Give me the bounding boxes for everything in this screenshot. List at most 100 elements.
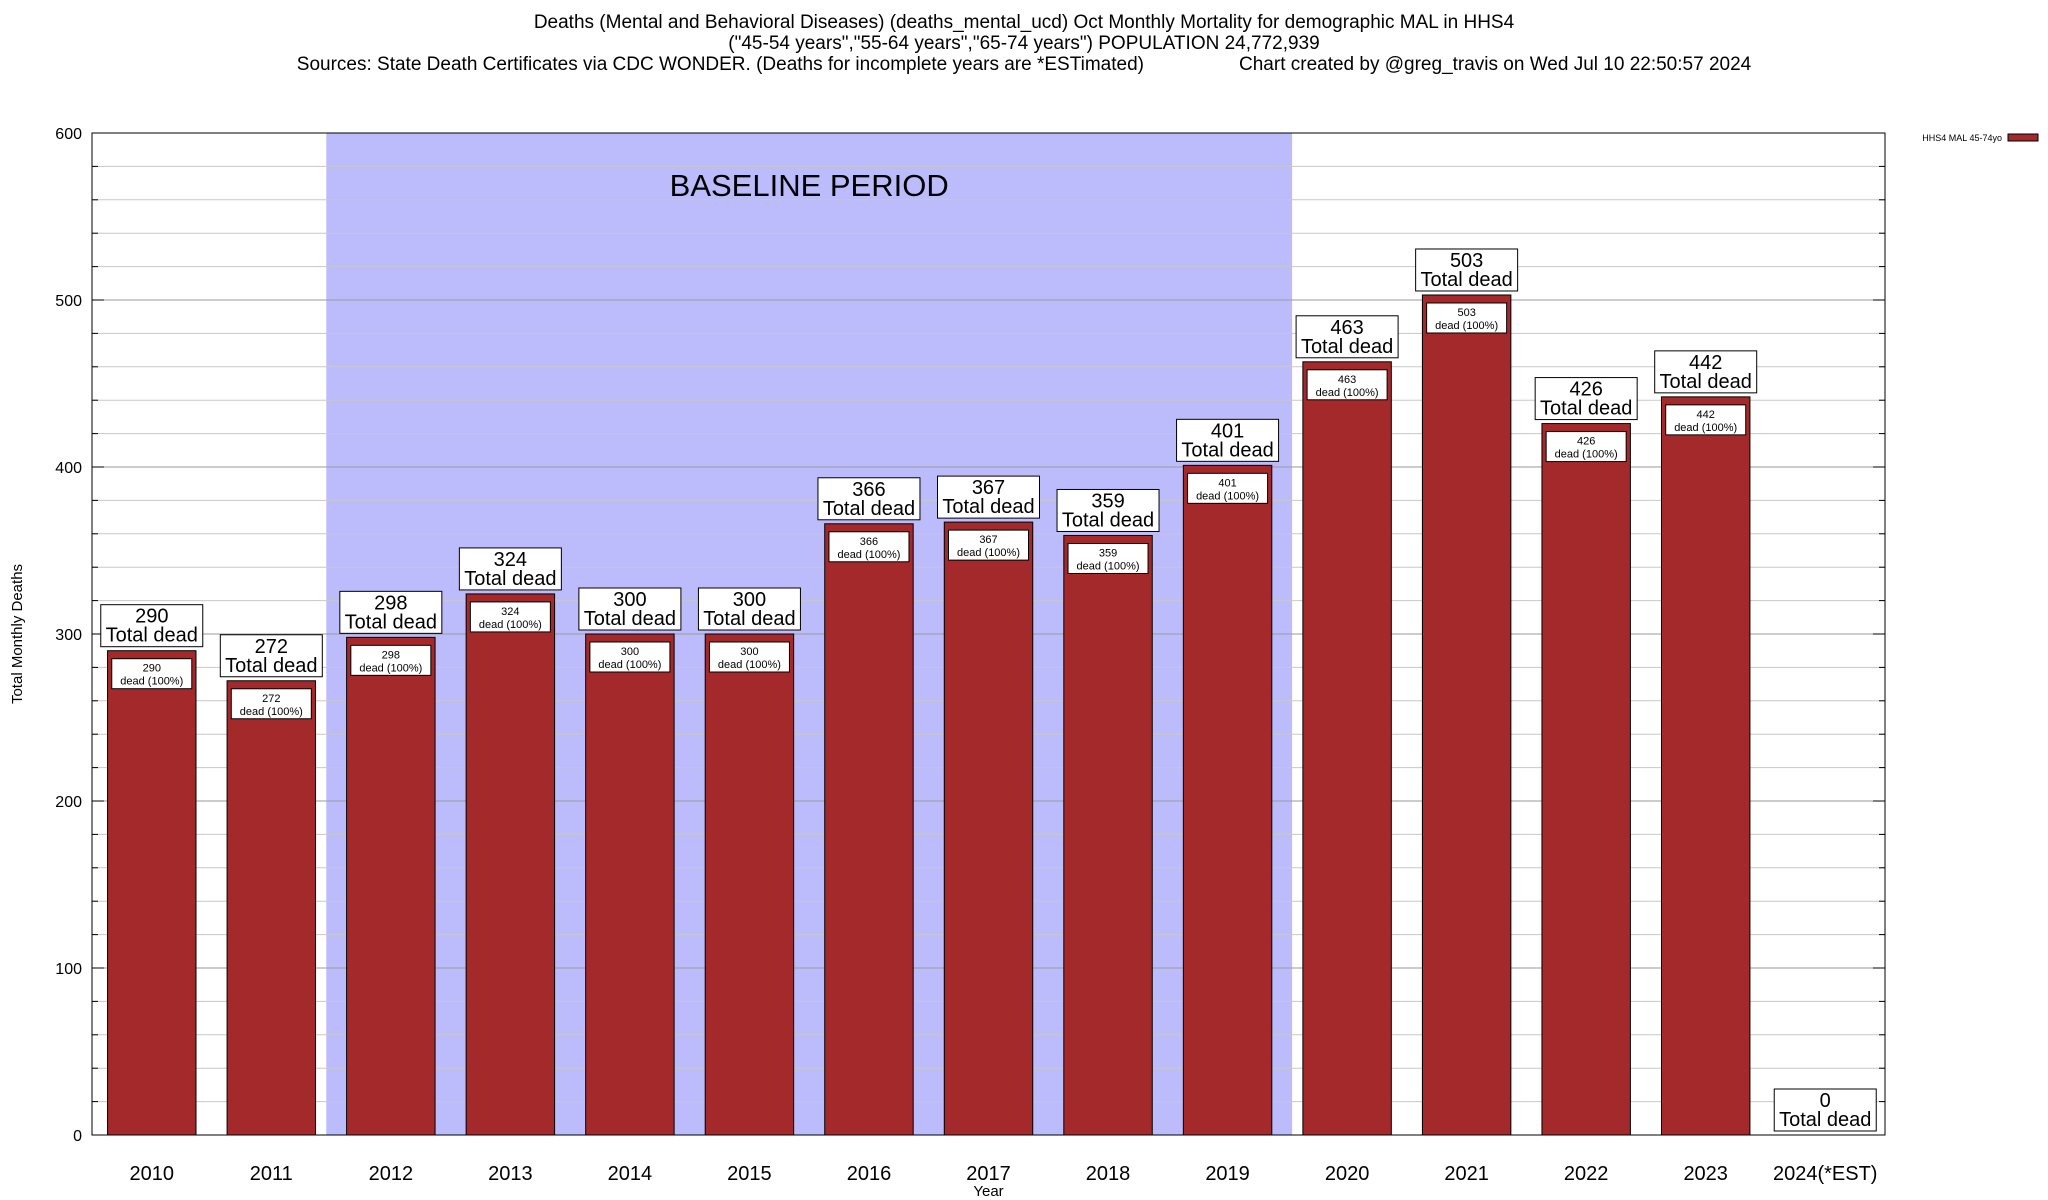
total-label-value: 503 xyxy=(1450,250,1483,272)
x-axis-title: Year xyxy=(973,1183,1003,1200)
y-tick-label: 400 xyxy=(55,460,82,477)
inner-label-box xyxy=(708,641,790,673)
inner-label-value: 298 xyxy=(382,649,400,661)
total-label-value: 442 xyxy=(1689,352,1722,374)
total-label-box xyxy=(697,587,801,631)
bar-2017 xyxy=(943,521,1034,1136)
x-tick-label: 2010 xyxy=(130,1163,175,1185)
total-label-text: Total dead xyxy=(703,608,795,630)
inner-label-box xyxy=(1545,431,1627,463)
chart-sources: Sources: State Death Certificates via CD… xyxy=(296,54,1144,75)
chart-title: Deaths (Mental and Behavioral Diseases) … xyxy=(533,12,1515,33)
bar-2011 xyxy=(226,680,317,1136)
y-tick-label: 0 xyxy=(73,1128,82,1145)
inner-label-text: dead (100%) xyxy=(479,619,542,631)
inner-label-value: 300 xyxy=(621,646,639,658)
inner-label-text: dead (100%) xyxy=(1674,422,1737,434)
bar-2023 xyxy=(1660,396,1751,1136)
total-label-box xyxy=(937,475,1040,519)
inner-label-text: dead (100%) xyxy=(1316,387,1379,399)
total-label-text: Total dead xyxy=(1181,439,1273,461)
total-label-value: 366 xyxy=(852,479,885,501)
plot-border xyxy=(91,132,1886,1136)
inner-label-box xyxy=(1067,542,1149,574)
bar-2010 xyxy=(107,650,197,1136)
x-tick-label: 2020 xyxy=(1325,1163,1370,1185)
x-tick-label: 2018 xyxy=(1086,1163,1131,1185)
inner-label-text: dead (100%) xyxy=(1077,560,1140,572)
total-label-box xyxy=(219,634,323,678)
total-label-text: Total dead xyxy=(1540,398,1632,420)
y-tick-label: 300 xyxy=(55,627,82,644)
inner-label-box xyxy=(1306,369,1388,401)
total-label-text: Total dead xyxy=(584,608,676,630)
total-label-value: 0 xyxy=(1820,1090,1831,1112)
total-label-value: 324 xyxy=(494,549,527,571)
total-label-value: 426 xyxy=(1569,379,1602,401)
inner-label-box xyxy=(1426,302,1508,334)
legend-swatch xyxy=(2007,133,2039,142)
inner-label-box xyxy=(469,601,551,633)
bar-2015 xyxy=(704,633,795,1136)
total-label-value: 300 xyxy=(733,589,766,611)
inner-label-box xyxy=(230,688,312,720)
total-label-value: 367 xyxy=(972,477,1005,499)
inner-label-text: dead (100%) xyxy=(957,547,1020,559)
total-label-box xyxy=(1534,377,1638,421)
inner-label-text: dead (100%) xyxy=(598,659,661,671)
inner-label-text: dead (100%) xyxy=(718,659,781,671)
inner-label-box xyxy=(828,531,910,563)
x-tick-label: 2021 xyxy=(1444,1163,1489,1185)
inner-label-text: dead (100%) xyxy=(1555,449,1618,461)
total-label-value: 290 xyxy=(135,606,168,628)
inner-label-text: dead (100%) xyxy=(1435,320,1498,332)
total-label-box xyxy=(578,587,682,631)
chart-subtitle: ("45-54 years","55-64 years","65-74 year… xyxy=(728,33,1320,54)
total-label-text: Total dead xyxy=(225,655,317,677)
bar-2020 xyxy=(1302,361,1392,1136)
bar-2019 xyxy=(1182,464,1273,1136)
inner-label-box xyxy=(111,658,193,690)
inner-label-value: 442 xyxy=(1697,409,1715,421)
chart-title-block: Deaths (Mental and Behavioral Diseases) … xyxy=(0,12,2048,75)
total-label-box xyxy=(1176,418,1280,462)
inner-label-value: 426 xyxy=(1577,436,1595,448)
y-tick-label: 600 xyxy=(55,126,82,143)
y-tick-label: 100 xyxy=(55,961,82,978)
inner-label-box xyxy=(589,641,671,673)
total-label-value: 300 xyxy=(613,589,646,611)
legend-label: HHS4 MAL 45-74yo xyxy=(1922,133,2002,143)
inner-label-text: dead (100%) xyxy=(837,549,900,561)
total-label-text: Total dead xyxy=(823,498,915,520)
x-tick-label: 2016 xyxy=(847,1163,892,1185)
inner-label-value: 463 xyxy=(1338,374,1356,386)
inner-label-box xyxy=(948,529,1029,561)
bar-2021 xyxy=(1421,294,1512,1136)
total-label-text: Total dead xyxy=(1420,269,1512,291)
inner-label-text: dead (100%) xyxy=(120,676,183,688)
inner-label-value: 503 xyxy=(1457,307,1475,319)
inner-label-value: 366 xyxy=(860,536,878,548)
total-label-text: Total dead xyxy=(345,611,437,633)
total-label-text: Total dead xyxy=(1062,509,1154,531)
total-label-value: 463 xyxy=(1330,317,1363,339)
total-label-box xyxy=(458,547,562,591)
chart-sources-line: Sources: State Death Certificates via CD… xyxy=(0,54,2048,75)
inner-label-text: dead (100%) xyxy=(1196,490,1259,502)
x-tick-label: 2013 xyxy=(488,1163,533,1185)
total-label-box xyxy=(100,604,204,648)
inner-label-box xyxy=(1665,404,1747,436)
inner-label-value: 324 xyxy=(501,606,519,618)
total-label-box xyxy=(339,590,443,634)
total-label-box xyxy=(1295,315,1399,359)
bar-2016 xyxy=(824,523,914,1136)
x-tick-label: 2022 xyxy=(1564,1163,1609,1185)
inner-label-text: dead (100%) xyxy=(240,706,303,718)
y-tick-label: 500 xyxy=(55,293,82,310)
total-label-value: 272 xyxy=(255,636,288,658)
y-axis-title: Total Monthly Deaths xyxy=(9,564,26,704)
inner-label-value: 272 xyxy=(262,693,280,705)
total-label-box xyxy=(1654,350,1758,394)
total-label-text: Total dead xyxy=(1301,336,1393,358)
